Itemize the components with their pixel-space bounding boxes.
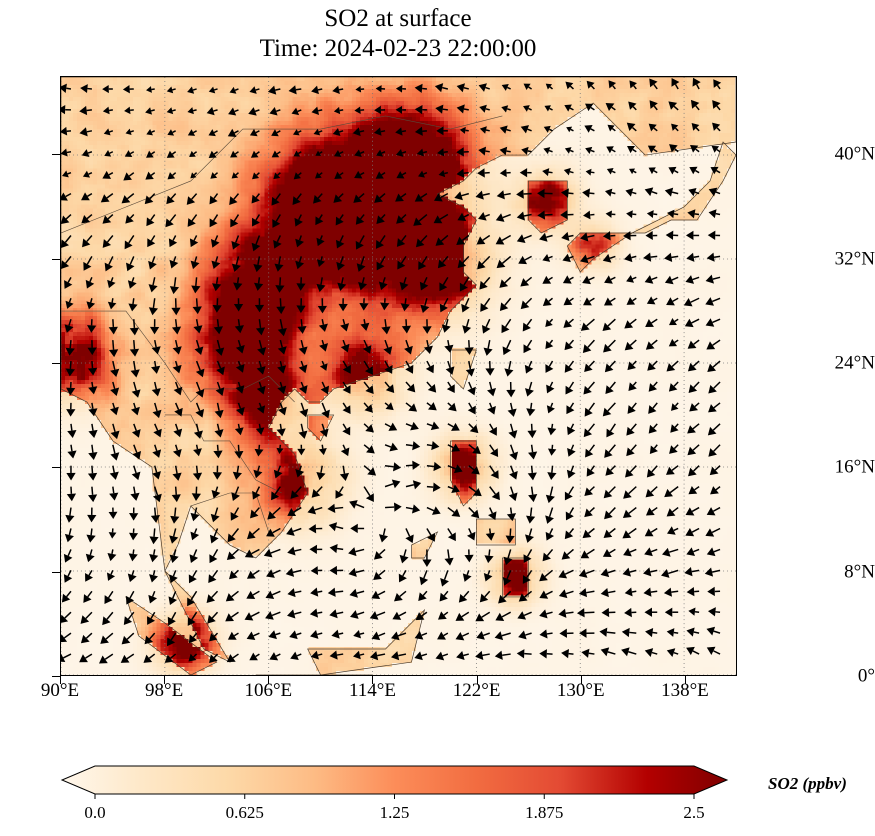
x-tick-mark (580, 676, 582, 684)
colorbar-tick-label: 1.875 (525, 803, 564, 822)
y-tick-mark (52, 676, 60, 677)
x-tick-mark (164, 676, 166, 684)
figure-title-block: SO2 at surface Time: 2024-02-23 22:00:00 (0, 4, 796, 64)
colorbar-unit-label: SO2 (ppbv) (768, 774, 847, 793)
y-tick-label: 24°N (834, 352, 875, 374)
x-tick-mark (372, 676, 374, 684)
colorbar-group[interactable]: SO2 (ppbv) 0.0 0.625 1.25 1.875 2.5 (0, 760, 875, 836)
map-plot-area[interactable] (60, 76, 737, 676)
colorbar-tick-label: 2.5 (683, 803, 705, 822)
x-tick-mark (684, 676, 686, 684)
y-tick-label: 16°N (834, 456, 875, 478)
y-tick-mark (52, 154, 60, 156)
x-tick-label: 122°E (452, 680, 501, 701)
x-tick-label: 106°E (244, 680, 293, 701)
y-tick-label: 8°N (844, 561, 875, 583)
x-tick-label: 138°E (661, 680, 709, 701)
x-tick-label: 90°E (40, 680, 80, 701)
y-tick-mark (52, 362, 60, 364)
figure-subtitle-time: Time: 2024-02-23 22:00:00 (259, 35, 537, 62)
x-tick-label: 114°E (348, 680, 396, 701)
x-tick-mark (268, 676, 270, 684)
y-tick-label: 40°N (834, 143, 875, 165)
x-tick-label: 130°E (556, 680, 605, 701)
y-tick-label: 32°N (834, 248, 875, 270)
y-tick-mark (52, 571, 60, 573)
colorbar-tick-label: 0.625 (225, 803, 264, 822)
x-tick-label: 98°E (145, 680, 184, 701)
y-tick-mark (52, 258, 60, 260)
y-tick-label: 0° (857, 665, 875, 687)
y-tick-mark (52, 467, 60, 469)
colorbar-tick-label: 0.0 (84, 803, 106, 822)
colorbar-gradient[interactable] (56, 760, 756, 800)
page-title: SO2 at surface (324, 5, 472, 32)
x-tick-mark (60, 676, 61, 684)
so2-concentration-heatmap (61, 77, 736, 675)
colorbar-tick-label: 1.25 (379, 803, 410, 822)
x-tick-mark (476, 676, 478, 684)
